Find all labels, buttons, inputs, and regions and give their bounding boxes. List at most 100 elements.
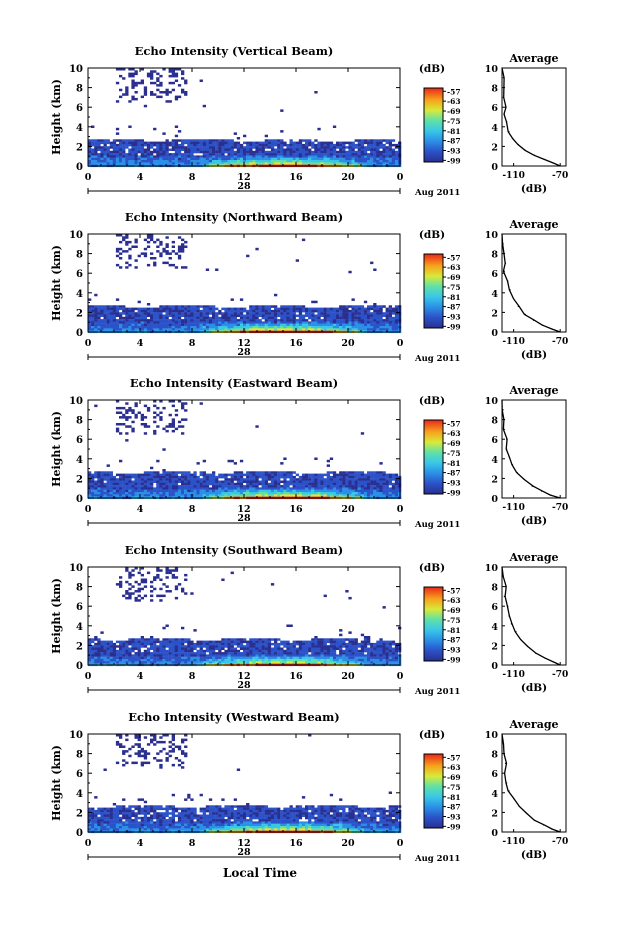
- heatmap-cell: [144, 321, 147, 324]
- heatmap-cell: [231, 460, 234, 463]
- heatmap-cell: [144, 481, 147, 484]
- heatmap-cell: [271, 142, 274, 145]
- heatmap-cell: [147, 236, 150, 239]
- heatmap-cell: [135, 319, 138, 322]
- heatmap-cell: [240, 328, 243, 331]
- heatmap-cell: [370, 328, 373, 331]
- heatmap-cell: [175, 652, 178, 655]
- heatmap-cell: [209, 312, 212, 315]
- heatmap-cell: [94, 162, 97, 165]
- heatmap-cell: [321, 324, 324, 327]
- heatmap-cell: [314, 160, 317, 163]
- heatmap-cell: [159, 478, 162, 481]
- heatmap-cell: [283, 160, 286, 163]
- heatmap-cell: [324, 310, 327, 313]
- heatmap-cell: [228, 326, 231, 329]
- heatmap-cell: [293, 144, 296, 147]
- heatmap-cell: [107, 142, 110, 145]
- heatmap-cell: [302, 239, 305, 242]
- heatmap-cell: [206, 155, 209, 158]
- heatmap-cell: [395, 158, 398, 161]
- heatmap-cell: [364, 142, 367, 145]
- heatmap-cell: [215, 645, 218, 648]
- heatmap-cell: [128, 650, 131, 653]
- heatmap-cell: [150, 636, 153, 639]
- heatmap-cell: [386, 153, 389, 156]
- heatmap-cell: [221, 579, 224, 582]
- heatmap-cell: [379, 478, 382, 481]
- heatmap-cell: [147, 474, 150, 477]
- heatmap-cell: [364, 481, 367, 484]
- heatmap-cell: [104, 471, 107, 474]
- profile-frame: [502, 68, 566, 166]
- heatmap-cell: [135, 641, 138, 644]
- profile-point: [504, 429, 505, 430]
- heatmap-cell: [209, 308, 212, 311]
- heatmap-cell: [324, 146, 327, 149]
- heatmap-cell: [358, 481, 361, 484]
- heatmap-cell: [224, 494, 227, 497]
- heatmap-cell: [190, 324, 193, 327]
- heatmap-cell: [125, 317, 128, 320]
- heatmap-cell: [243, 328, 246, 331]
- heatmap-cell: [135, 492, 138, 495]
- heatmap-cell: [224, 151, 227, 154]
- heatmap-cell: [311, 326, 314, 329]
- heatmap-cell: [321, 476, 324, 479]
- heatmap-cell: [175, 641, 178, 644]
- heatmap-cell: [321, 492, 324, 495]
- heatmap-cell: [383, 319, 386, 322]
- heatmap-cell: [376, 324, 379, 327]
- heatmap-cell: [169, 153, 172, 156]
- heatmap-cell: [228, 312, 231, 315]
- heatmap-cell: [128, 241, 131, 244]
- heatmap-cell: [122, 158, 125, 161]
- heatmap-cell: [150, 310, 153, 313]
- heatmap-cell: [389, 139, 392, 142]
- heatmap-cell: [91, 648, 94, 651]
- profile-point: [512, 464, 513, 465]
- heatmap-cell: [162, 483, 165, 486]
- heatmap-cell: [97, 317, 100, 320]
- heatmap-cell: [203, 328, 206, 331]
- heatmap-cell: [128, 481, 131, 484]
- heatmap-cell: [327, 485, 330, 488]
- heatmap-cell: [327, 151, 330, 154]
- heatmap-cell: [330, 308, 333, 311]
- heatmap-cell: [175, 146, 178, 149]
- heatmap-cell: [274, 294, 277, 297]
- heatmap-cell: [169, 423, 172, 426]
- heatmap-cell: [197, 310, 200, 313]
- heatmap-cell: [265, 139, 268, 142]
- heatmap-cell: [128, 643, 131, 646]
- heatmap-cell: [119, 139, 122, 142]
- heatmap-cell: [193, 144, 196, 147]
- heatmap-cell: [271, 149, 274, 152]
- heatmap-cell: [110, 478, 113, 481]
- heatmap-cell: [110, 492, 113, 495]
- heatmap-cell: [231, 315, 234, 318]
- heatmap-cell: [268, 153, 271, 156]
- heatmap-cell: [243, 319, 246, 322]
- heatmap-cell: [367, 144, 370, 147]
- heatmap-cell: [172, 471, 175, 474]
- heatmap-cell: [172, 478, 175, 481]
- heatmap-cell: [190, 151, 193, 154]
- heatmap-cell: [327, 319, 330, 322]
- heatmap-cell: [135, 654, 138, 657]
- heatmap-cell: [240, 160, 243, 163]
- heatmap-cell: [358, 160, 361, 163]
- heatmap-cell: [153, 650, 156, 653]
- heatmap-cell: [193, 481, 196, 484]
- heatmap-cell: [265, 661, 268, 664]
- heatmap-cell: [122, 485, 125, 488]
- heatmap-cell: [125, 650, 128, 653]
- heatmap-cell: [268, 324, 271, 327]
- heatmap-cell: [135, 481, 138, 484]
- heatmap-cell: [383, 312, 386, 315]
- heatmap-cell: [107, 326, 110, 329]
- heatmap-cell: [197, 654, 200, 657]
- heatmap-cell: [296, 319, 299, 322]
- heatmap-cell: [147, 308, 150, 311]
- heatmap-cell: [141, 485, 144, 488]
